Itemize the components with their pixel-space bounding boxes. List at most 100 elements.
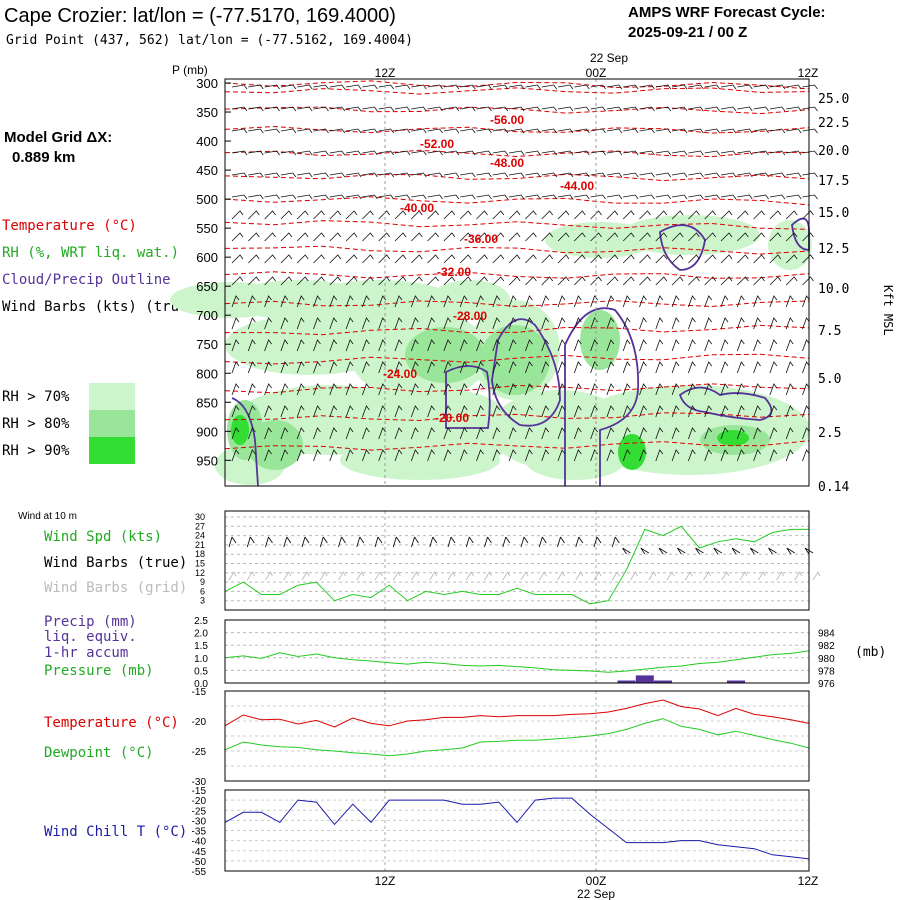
wind-barb (362, 317, 370, 330)
wind-barb (231, 449, 240, 462)
wind-barb (655, 405, 664, 418)
wind-barb (476, 210, 488, 220)
wind-barb (639, 254, 651, 264)
wind-barb (280, 449, 289, 462)
wind-barb (785, 276, 798, 286)
wind-barb (590, 150, 606, 156)
wind-barb (264, 210, 276, 220)
wind-barb (443, 449, 452, 462)
wind-barb (704, 295, 713, 308)
cloud-legend: Cloud/Precip Outline (2, 272, 171, 288)
wind-barb (622, 210, 635, 220)
wind-barb (769, 383, 778, 396)
pressure-tick-label: 450 (196, 163, 218, 178)
wind-barb-true (538, 536, 547, 548)
pressure-tick-label: 650 (196, 279, 218, 294)
wind-barb (557, 172, 574, 178)
wind-barb (345, 276, 358, 286)
pressure-axis-title: P (mb) (172, 63, 208, 77)
wind-barb (541, 405, 550, 418)
wind-tick-label: 24 (195, 531, 205, 541)
wind-barb (736, 427, 745, 440)
wind-barb (248, 232, 260, 242)
wind-barb (786, 172, 802, 178)
wind-barb (346, 172, 362, 178)
wind-barb (639, 210, 651, 220)
wind-barb (410, 449, 419, 462)
wind-barb (345, 295, 354, 308)
wind-barb (769, 106, 786, 112)
wind-barb (639, 84, 655, 90)
wind-barb (231, 295, 240, 308)
wind-barb (329, 427, 338, 440)
wind-barb (574, 84, 590, 90)
wind-barb (622, 449, 631, 462)
wind-barb (541, 106, 558, 112)
wind-barb (753, 172, 769, 178)
wind-barb (508, 361, 517, 374)
wind-barb-grid (538, 571, 547, 581)
wind-barb (525, 172, 541, 178)
wind-barb (590, 427, 598, 440)
pressure-tick-label: 976 (818, 679, 835, 690)
wind-barb-true (246, 536, 255, 548)
wind-barb (525, 254, 537, 264)
wind-barb (639, 232, 651, 242)
wind-barb (476, 106, 492, 112)
wind-barb (394, 383, 403, 396)
wind-barb (296, 254, 309, 264)
wind-barb (492, 405, 501, 418)
wind-barb-true (731, 547, 741, 555)
wind-barb (296, 339, 305, 352)
wind-barb (574, 150, 590, 156)
wind-barb (411, 232, 423, 242)
wind-barb (394, 172, 411, 178)
kft-tick-label: 12.5 (818, 242, 849, 257)
wind-barb (525, 295, 533, 308)
wind-barb (492, 361, 501, 374)
wind-barb (622, 383, 631, 396)
dewpoint-line (224, 718, 810, 757)
wind-barb (247, 317, 256, 330)
wind-barb (525, 276, 537, 286)
wind-barb (769, 172, 786, 178)
wind-barb (525, 210, 537, 220)
wind-barb (769, 427, 778, 440)
wind-barb (525, 317, 533, 330)
wind-barb (459, 405, 468, 418)
wind-barb (671, 361, 680, 374)
temperature-contour-label: -48.00 (490, 156, 524, 170)
wind-barb (704, 405, 713, 418)
wind-barb (769, 128, 786, 134)
wind-barb (345, 339, 354, 352)
wind-barb (297, 150, 313, 156)
wind-barb (264, 150, 280, 156)
wind-barb (688, 210, 700, 220)
wind-barb (672, 194, 688, 200)
wind-barb (720, 339, 729, 352)
rh90-label: RH > 90% (2, 443, 70, 459)
wind-barb (443, 210, 456, 220)
wind-barb (280, 254, 293, 264)
wind-barb (410, 339, 419, 352)
rh-blob (247, 420, 303, 470)
wind-barb (720, 449, 729, 462)
wind-barb (313, 295, 321, 308)
wind-barb (362, 194, 378, 200)
wind-barb (639, 295, 647, 308)
wind-barb (769, 361, 778, 374)
wind-barb (606, 172, 623, 178)
wind-barb (296, 317, 305, 330)
wind-barb (411, 150, 427, 156)
temp-panel-border (224, 690, 810, 782)
wind-barb (296, 427, 305, 440)
wind-barb-true (301, 536, 310, 548)
wind-barb (492, 84, 509, 90)
wind-barb (525, 405, 533, 418)
wind-barb (443, 128, 460, 134)
wind-barb (345, 383, 354, 396)
wind-barb (720, 295, 729, 308)
wind-barb (606, 339, 615, 352)
kft-tick-label: 2.5 (818, 426, 841, 441)
wind-barb (736, 317, 745, 330)
